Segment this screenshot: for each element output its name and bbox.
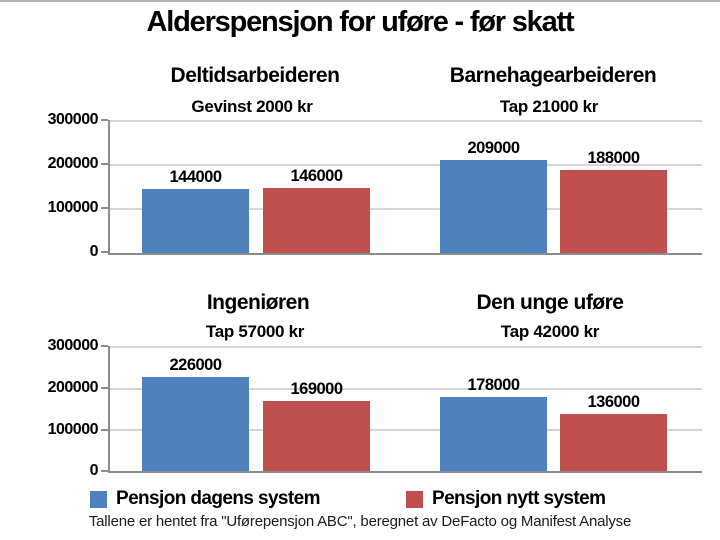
bar-value-label: 209000: [467, 139, 520, 158]
y-axis-label-300000-row2: 300000: [47, 337, 99, 354]
bar-nytt-system-den-unge-ufore: [560, 414, 667, 471]
y-axis-label-100000-row1: 100000: [47, 199, 99, 216]
panel-title-ingenioren: Ingeniøren: [206, 291, 310, 314]
bar-value-label: 136000: [587, 393, 640, 412]
bar-slot: 144000: [142, 120, 249, 253]
y-axis-tick: [101, 470, 108, 472]
bar-slot: 136000: [560, 346, 667, 471]
plot-area-row1: 144000 146000 209000 188000: [108, 120, 702, 255]
bar-value-label: 188000: [587, 148, 640, 167]
panel-title-den-unge-ufore: Den unge uføre: [476, 291, 624, 314]
gridline-100000: [110, 429, 702, 431]
panel-annotation-ingenioren: Tap 57000 kr: [205, 322, 305, 341]
y-axis-label-0-row2: 0: [89, 462, 99, 479]
y-axis-tick: [101, 207, 108, 209]
y-axis-label-0-row1: 0: [89, 243, 99, 260]
gridline-300000: [110, 120, 702, 122]
footer-source-note: Tallene er hentet fra "Uførepensjon ABC"…: [88, 513, 632, 530]
y-axis-label-200000-row1: 200000: [47, 155, 99, 172]
bar-dagens-system-deltidsarbeideren: [142, 189, 249, 253]
legend-label: Pensjon dagens system: [116, 488, 320, 509]
bar-value-label: 178000: [467, 375, 520, 394]
bar-value-label: 226000: [169, 355, 222, 374]
panel-title-barnehagearbeideren: Barnehagearbeideren: [449, 64, 657, 87]
bar-slot: 146000: [263, 120, 370, 253]
gridline-200000: [110, 388, 702, 390]
bar-dagens-system-ingenioren: [142, 376, 249, 471]
top-border-line: [0, 0, 720, 2]
bar-nytt-system-barnehagearbeideren: [560, 169, 667, 253]
legend-swatch-dagens-system: [90, 490, 107, 508]
bar-slot: 188000: [560, 120, 667, 253]
plot-area-row2: 226000 169000 178000 136000: [108, 346, 702, 473]
bar-slot: 169000: [263, 346, 370, 471]
legend-label: Pensjon nytt system: [432, 488, 606, 509]
bar-slot: 209000: [440, 120, 547, 253]
panel-annotation-deltidsarbeideren: Gevinst 2000 kr: [191, 97, 313, 116]
bar-nytt-system-ingenioren: [263, 400, 370, 471]
panel-annotation-barnehagearbeideren: Tap 21000 kr: [499, 97, 599, 116]
y-axis-tick: [101, 251, 108, 253]
bar-value-label: 169000: [290, 379, 343, 398]
gridline-100000: [110, 208, 702, 210]
legend-item-nytt-system: Pensjon nytt system: [406, 487, 606, 511]
panel-title-deltidsarbeideren: Deltidsarbeideren: [170, 64, 340, 87]
slide-title: Alderspensjon for uføre - før skatt: [146, 6, 575, 38]
bar-slot: 178000: [440, 346, 547, 471]
bar-value-label: 144000: [169, 168, 222, 187]
legend-item-dagens-system: Pensjon dagens system: [90, 487, 320, 511]
y-axis-tick: [101, 387, 108, 389]
gridline-300000: [110, 346, 702, 348]
bar-dagens-system-den-unge-ufore: [440, 396, 547, 471]
y-axis-tick: [101, 163, 108, 165]
y-axis-label-100000-row2: 100000: [47, 421, 99, 438]
bar-dagens-system-barnehagearbeideren: [440, 160, 547, 253]
bar-nytt-system-deltidsarbeideren: [263, 188, 370, 253]
gridline-200000: [110, 164, 702, 166]
y-axis-label-300000-row1: 300000: [47, 111, 99, 128]
y-axis-tick: [101, 429, 108, 431]
panel-annotation-den-unge-ufore: Tap 42000 kr: [500, 322, 600, 341]
legend-swatch-nytt-system: [406, 490, 423, 508]
bar-slot: 226000: [142, 346, 249, 471]
bar-value-label: 146000: [290, 167, 343, 186]
y-axis-tick: [101, 119, 108, 121]
y-axis-label-200000-row2: 200000: [47, 379, 99, 396]
y-axis-tick: [101, 345, 108, 347]
